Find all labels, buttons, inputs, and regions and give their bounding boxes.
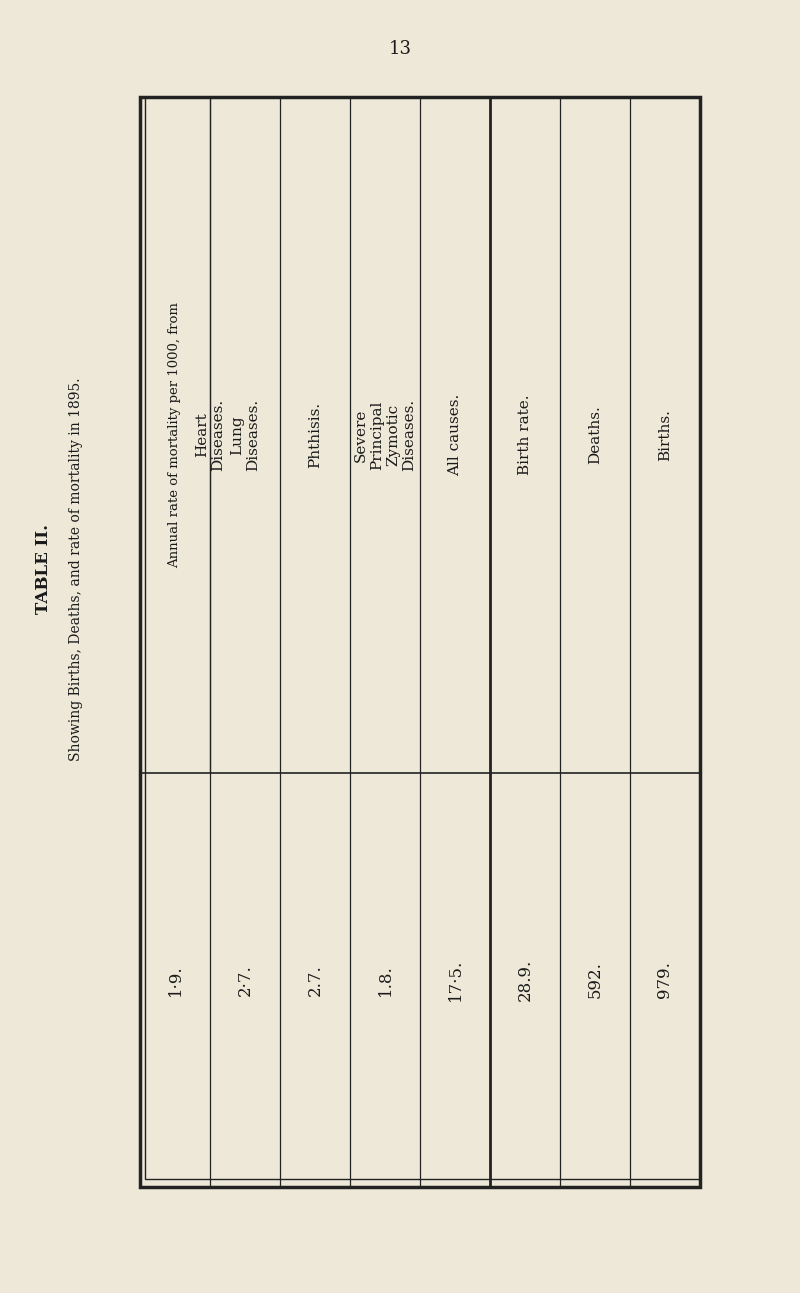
Text: Births.: Births. (658, 409, 672, 460)
Text: 28.9.: 28.9. (517, 958, 534, 1001)
Text: 2·7.: 2·7. (237, 965, 254, 996)
Text: TABLE II.: TABLE II. (35, 524, 53, 614)
Text: Phthisis.: Phthisis. (308, 402, 322, 468)
Text: Severe
Principal
Zymotic
Diseases.: Severe Principal Zymotic Diseases. (354, 398, 416, 471)
Text: 979.: 979. (657, 962, 674, 998)
Text: 17·5.: 17·5. (446, 958, 463, 1001)
Text: Birth rate.: Birth rate. (518, 394, 532, 475)
Text: Lung
Diseases.: Lung Diseases. (230, 398, 260, 471)
Text: Showing Births, Deaths, and rate of mortality in 1895.: Showing Births, Deaths, and rate of mort… (69, 378, 83, 760)
Text: Deaths.: Deaths. (588, 406, 602, 464)
Text: All causes.: All causes. (448, 394, 462, 476)
Text: 1.8.: 1.8. (377, 965, 394, 996)
Text: Annual rate of mortality per 1000, from: Annual rate of mortality per 1000, from (169, 303, 182, 568)
Text: 1·9.: 1·9. (166, 965, 183, 996)
Text: 592.: 592. (586, 962, 603, 998)
Text: 13: 13 (389, 40, 411, 58)
Text: 2.7.: 2.7. (306, 965, 323, 996)
Text: Heart
Diseases.: Heart Diseases. (195, 398, 225, 471)
